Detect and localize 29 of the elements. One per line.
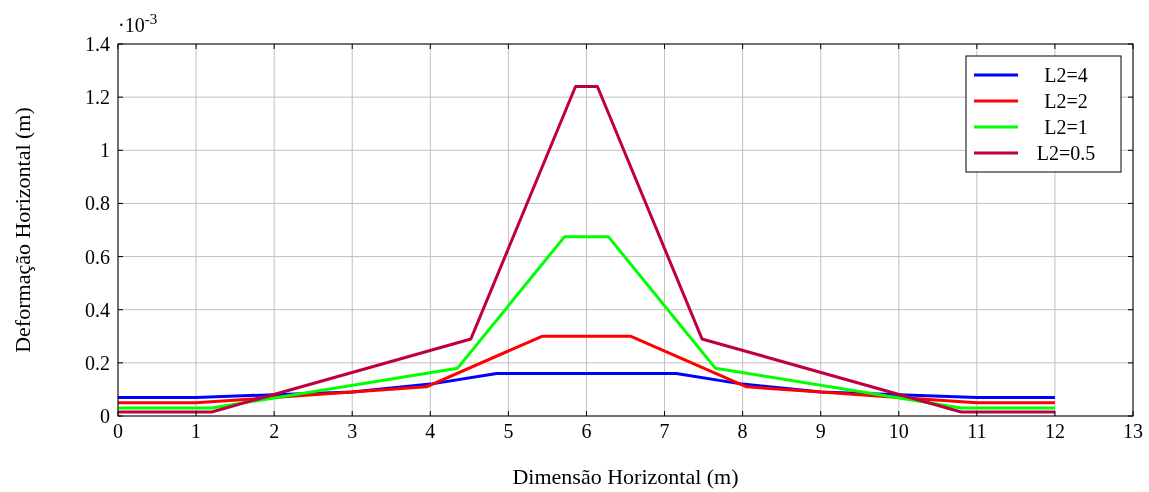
x-tick-label: 10 — [888, 420, 909, 442]
legend-label: L2=0.5 — [1036, 142, 1096, 164]
y-tick-label: 0 — [100, 405, 110, 427]
legend-label: L2=4 — [1044, 64, 1088, 86]
y-tick-label: 0.6 — [85, 245, 110, 268]
legend-label: L2=2 — [1044, 90, 1088, 112]
x-tick-label: 5 — [503, 420, 514, 442]
y-tick-label: 1.4 — [85, 33, 110, 55]
y-tick-label: 1.2 — [85, 86, 110, 109]
x-tick-label: 3 — [347, 420, 358, 442]
y-tick-label: 1 — [100, 139, 110, 162]
y-tick-label: 0.4 — [85, 298, 110, 321]
x-tick-label: 9 — [815, 420, 826, 442]
x-tick-label: 1 — [191, 420, 202, 442]
text: ·10$^{-3}$ — [118, 11, 158, 36]
x-tick-label: 11 — [967, 420, 987, 442]
x-tick-label: 8 — [737, 420, 748, 442]
x-tick-label: 4 — [425, 420, 436, 442]
x-tick-label: 6 — [581, 420, 592, 442]
y-tick-label: 0.2 — [85, 351, 110, 374]
y-tick-label: 0.8 — [85, 192, 110, 215]
legend-label: L2=1 — [1044, 116, 1088, 138]
x-tick-label: 12 — [1044, 420, 1065, 442]
line-series — [116, 334, 1057, 405]
x-tick-label: 7 — [659, 420, 670, 442]
x-tick-label: 13 — [1123, 420, 1143, 442]
x-tick-label: 2 — [269, 420, 280, 442]
x-axis-title: Dimensão Horizontal (m) — [512, 464, 739, 489]
y-axis-title: Deformação Horizontal (m) — [10, 107, 35, 353]
